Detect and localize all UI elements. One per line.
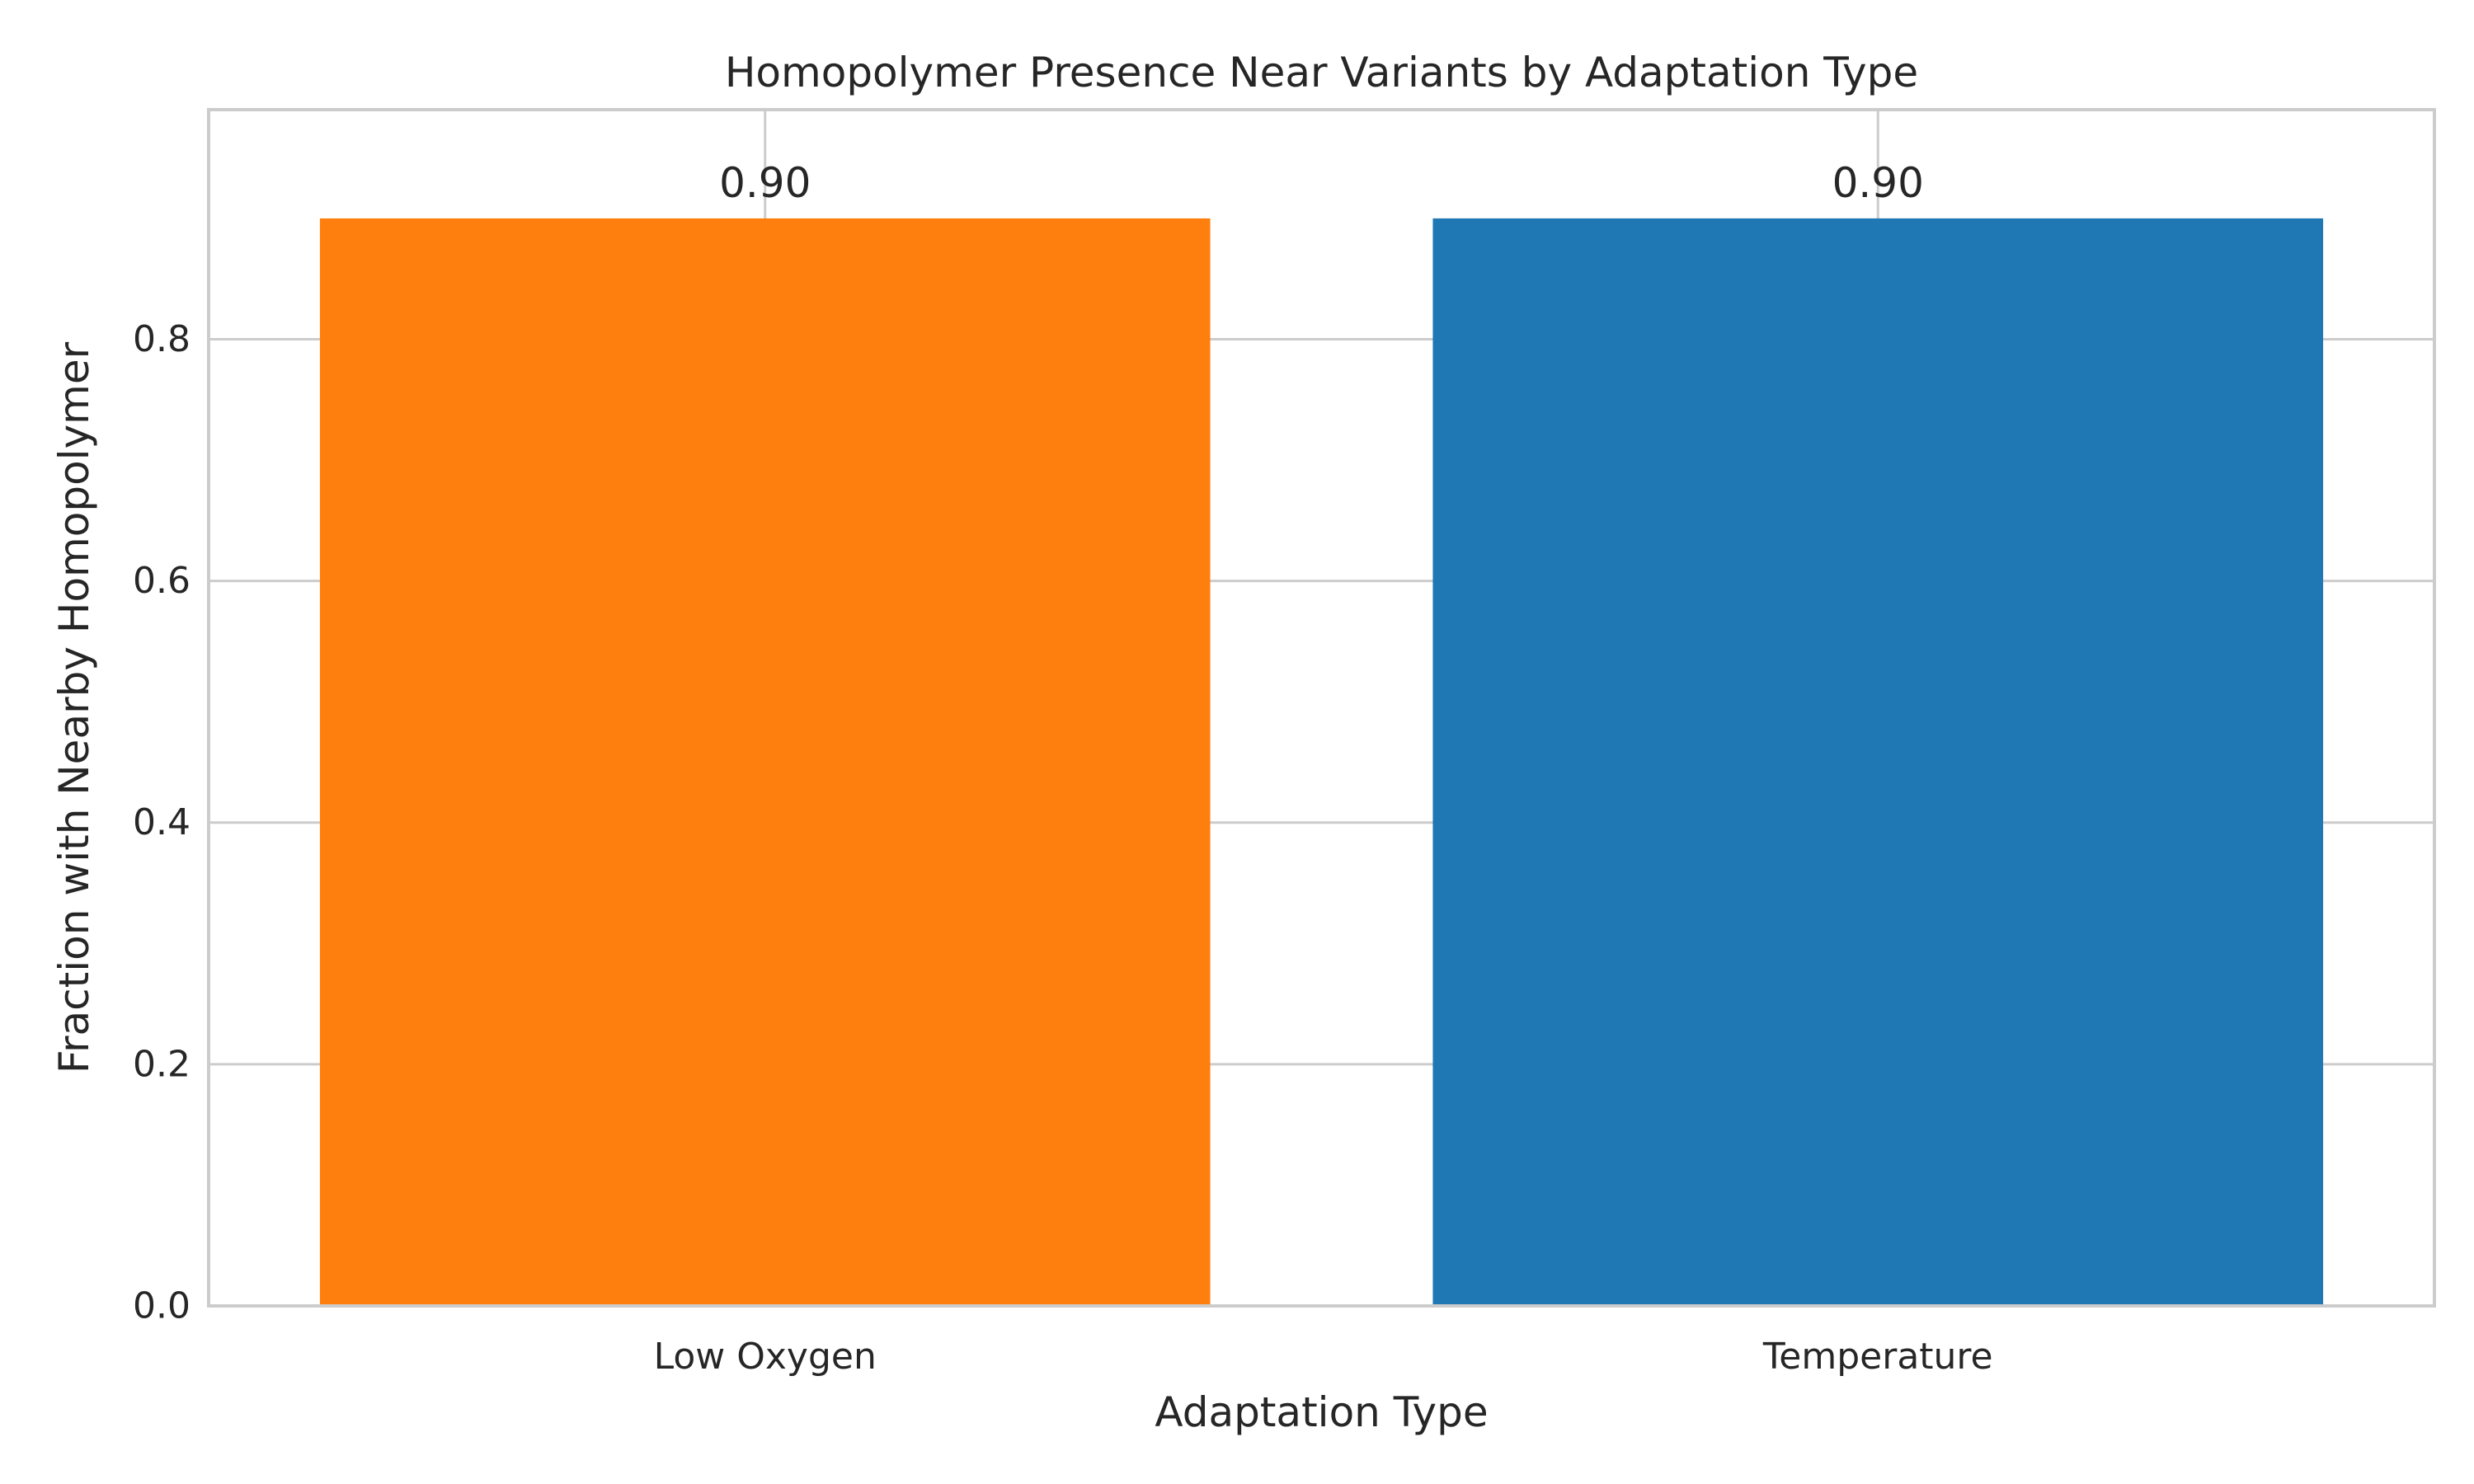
data-labels-layer: 0.90 0.90 <box>719 159 1924 207</box>
chart-title: Homopolymer Presence Near Variants by Ad… <box>725 49 1918 96</box>
bar-value-label: 0.90 <box>1832 159 1924 207</box>
plot-frame <box>207 108 2436 1308</box>
x-tick-label: Low Oxygen <box>654 1336 877 1378</box>
y-tick-label: 0.6 <box>133 560 190 602</box>
bar-low-oxygen <box>319 218 1211 1307</box>
bar-value-label: 0.90 <box>719 159 811 207</box>
y-axis-label: Fraction with Nearby Homopolymer <box>50 341 98 1073</box>
x-tick-label: Temperature <box>1762 1336 1993 1378</box>
ticks-layer: 0.0 0.2 0.4 0.6 0.8 Low Oxygen Temperature <box>133 318 1993 1378</box>
y-tick-label: 0.8 <box>133 318 190 360</box>
y-tick-label: 0.4 <box>133 801 190 843</box>
x-axis-label: Adaptation Type <box>1155 1388 1488 1436</box>
y-tick-label: 0.0 <box>133 1285 190 1327</box>
bar-temperature <box>1432 218 2324 1307</box>
bars-layer <box>319 218 2324 1307</box>
y-tick-label: 0.2 <box>133 1043 190 1085</box>
